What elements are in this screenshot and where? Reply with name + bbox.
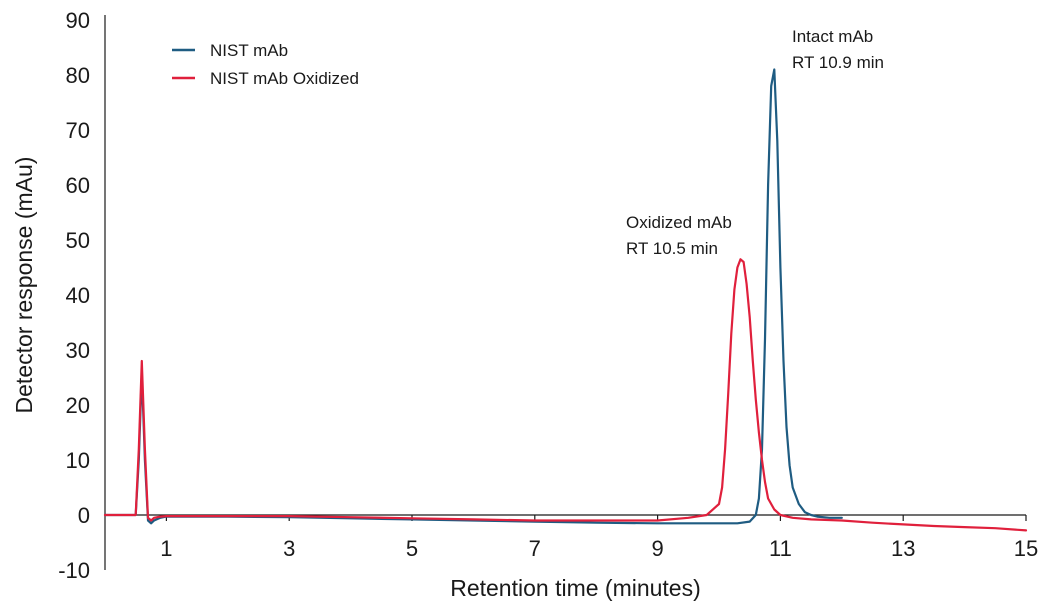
- x-tick-label: 11: [769, 536, 792, 561]
- x-axis-label: Retention time (minutes): [450, 575, 701, 601]
- peak-annotation-line: RT 10.5 min: [626, 239, 718, 258]
- y-axis-label: Detector response (mAu): [11, 157, 37, 414]
- y-tick-label: 50: [66, 228, 90, 253]
- y-tick-label: 0: [78, 503, 90, 528]
- y-tick-label: 40: [66, 283, 90, 308]
- x-tick-label: 1: [160, 536, 172, 561]
- x-tick-label: 5: [406, 536, 418, 561]
- y-tick-label: -10: [58, 558, 90, 583]
- legend: NIST mAb NIST mAb Oxidized: [172, 41, 359, 88]
- y-tick-label: 30: [66, 338, 90, 363]
- series-layer: [103, 68, 1028, 532]
- y-tick-label: 10: [66, 448, 90, 473]
- y-tick-label: 90: [66, 8, 90, 33]
- y-tick-label: 70: [66, 118, 90, 143]
- legend-label: NIST mAb: [210, 41, 288, 60]
- y-tick-label: 20: [66, 393, 90, 418]
- series-line-1: [103, 258, 1028, 532]
- x-tick-label: 7: [529, 536, 541, 561]
- x-tick-label: 3: [283, 536, 295, 561]
- y-tick-label: 60: [66, 173, 90, 198]
- y-tick-labels: -10 0 10 20 30 40 50 60 70 80 90: [58, 8, 90, 583]
- x-tick-labels: 1 3 5 7 9 11 13 15: [160, 515, 1038, 561]
- annotation-layer: Intact mAb RT 10.9 min Oxidized mAb RT 10.5…: [626, 27, 884, 258]
- legend-label: NIST mAb Oxidized: [210, 69, 359, 88]
- x-tick-label: 15: [1014, 536, 1038, 561]
- x-tick-label: 13: [891, 536, 915, 561]
- y-tick-label: 80: [66, 63, 90, 88]
- peak-annotation-line: Oxidized mAb: [626, 213, 732, 232]
- peak-annotation-line: RT 10.9 min: [792, 53, 884, 72]
- x-tick-label: 9: [651, 536, 663, 561]
- series-line-0: [103, 68, 843, 525]
- axes: [104, 15, 1026, 570]
- peak-annotation-line: Intact mAb: [792, 27, 873, 46]
